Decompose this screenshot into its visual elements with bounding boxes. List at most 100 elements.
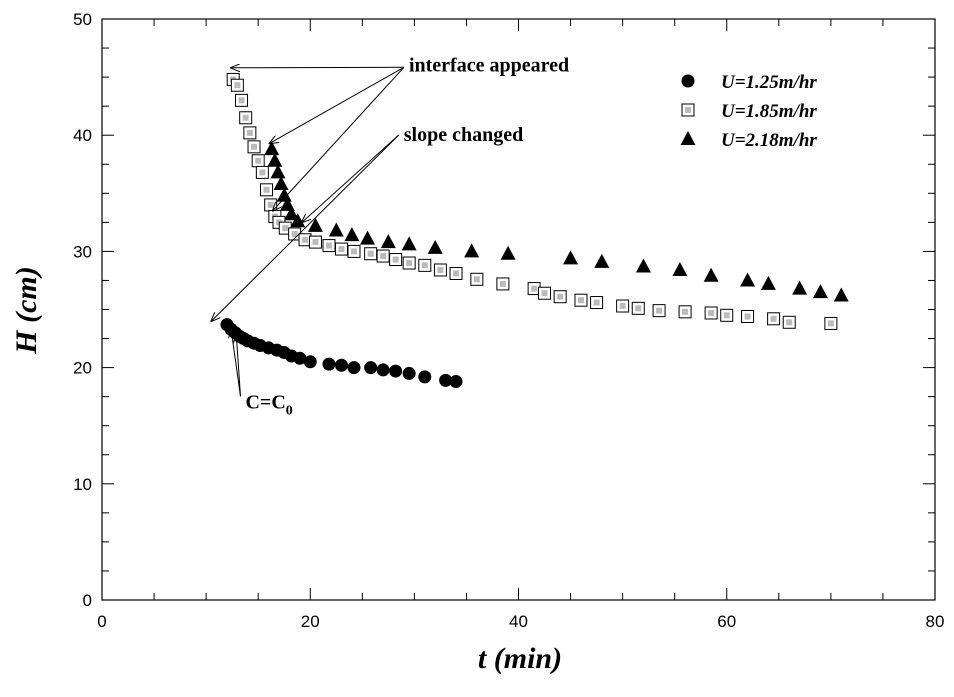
data-point xyxy=(760,275,776,290)
data-point xyxy=(303,355,317,369)
y-axis-title: H (cm) xyxy=(10,266,43,354)
data-point xyxy=(678,305,692,319)
data-point xyxy=(631,301,645,315)
square-fill xyxy=(635,305,642,312)
data-point xyxy=(322,239,336,253)
square-fill xyxy=(473,276,480,283)
legend-marker xyxy=(680,131,696,145)
data-point xyxy=(235,93,249,107)
data-point xyxy=(270,164,286,179)
data-point xyxy=(328,222,344,237)
legend-marker xyxy=(681,103,695,117)
square-fill xyxy=(238,97,245,104)
annotation-arrow xyxy=(302,134,400,222)
data-point xyxy=(635,258,651,273)
data-point xyxy=(464,243,480,258)
axis-ticks xyxy=(101,18,936,601)
data-point xyxy=(264,141,280,156)
square-fill xyxy=(744,313,751,320)
y-tick-label: 30 xyxy=(73,242,92,261)
square-fill xyxy=(263,186,270,193)
square-fill xyxy=(282,225,289,232)
data-point xyxy=(334,358,348,372)
annotations: interface appeared slope changed C=C0 xyxy=(211,54,569,418)
square-fill xyxy=(453,270,460,277)
legend-label: U=1.85m/hr xyxy=(721,101,817,122)
data-point xyxy=(449,266,463,280)
annotation-slope: slope changed xyxy=(211,124,523,321)
square-fill xyxy=(685,107,691,113)
legend-marker xyxy=(681,74,695,88)
x-tick-label: 40 xyxy=(509,612,528,631)
square-fill xyxy=(267,201,274,208)
square-fill xyxy=(682,308,689,315)
data-point xyxy=(720,308,734,322)
legend-label: U=1.25m/hr xyxy=(721,72,817,93)
data-point xyxy=(590,296,604,310)
data-point xyxy=(439,373,453,387)
data-point xyxy=(334,242,348,256)
y-tick-label: 10 xyxy=(73,475,92,494)
legend-item: U=1.85m/hr xyxy=(681,101,817,122)
annotation-arrow xyxy=(236,335,241,397)
square-fill xyxy=(246,129,253,136)
annotation-arrow xyxy=(270,66,405,143)
data-point xyxy=(360,230,376,245)
square-fill xyxy=(437,266,444,273)
annotation-text: interface appeared xyxy=(409,54,569,76)
data-point xyxy=(364,361,378,375)
data-point xyxy=(243,126,257,140)
square-fill xyxy=(786,319,793,326)
annotation-arrow xyxy=(231,67,404,68)
data-point xyxy=(553,290,567,304)
square-fill xyxy=(234,82,241,89)
data-point xyxy=(344,227,360,242)
data-point xyxy=(267,152,283,167)
annotation-interface: interface appeared xyxy=(231,54,569,210)
data-point xyxy=(594,253,610,268)
square-fill xyxy=(338,246,345,253)
data-point xyxy=(380,234,396,249)
data-point xyxy=(307,217,323,232)
data-point xyxy=(260,183,274,197)
data-point xyxy=(672,261,688,276)
data-point xyxy=(652,304,666,318)
data-point xyxy=(322,357,336,371)
y-tick-label: 40 xyxy=(73,126,92,145)
square-fill xyxy=(302,236,309,243)
data-point xyxy=(427,239,443,254)
data-point xyxy=(389,364,403,378)
data-point xyxy=(433,263,447,277)
data-point xyxy=(293,351,307,365)
data-point xyxy=(389,253,403,267)
data-point xyxy=(364,247,378,261)
data-point xyxy=(824,316,838,330)
axis-tick-labels: 0 20 40 60 80 0 10 20 30 40 50 xyxy=(73,10,944,631)
square-fill xyxy=(827,320,834,327)
data-point xyxy=(251,154,265,168)
data-point xyxy=(401,236,417,251)
data-point xyxy=(376,363,390,377)
data-point xyxy=(347,361,361,375)
square-fill xyxy=(291,230,298,237)
data-point xyxy=(347,244,361,258)
data-point xyxy=(740,272,756,287)
y-tick-label: 20 xyxy=(73,359,92,378)
y-tick-label: 0 xyxy=(83,591,92,610)
data-point xyxy=(255,165,269,179)
legend: U=1.25m/hr U=1.85m/hr U=2.18m/hr xyxy=(680,72,817,151)
square-fill xyxy=(593,299,600,306)
square-fill xyxy=(557,293,564,300)
annotation-arrow xyxy=(273,66,405,210)
data-point xyxy=(284,206,300,221)
square-fill xyxy=(367,250,374,257)
square-fill xyxy=(531,285,538,292)
data-point xyxy=(496,277,510,291)
data-point xyxy=(247,140,261,154)
x-tick-label: 80 xyxy=(926,612,945,631)
data-point xyxy=(470,272,484,286)
x-tick-label: 20 xyxy=(301,612,320,631)
square-fill xyxy=(312,239,319,246)
data-point xyxy=(782,315,796,329)
